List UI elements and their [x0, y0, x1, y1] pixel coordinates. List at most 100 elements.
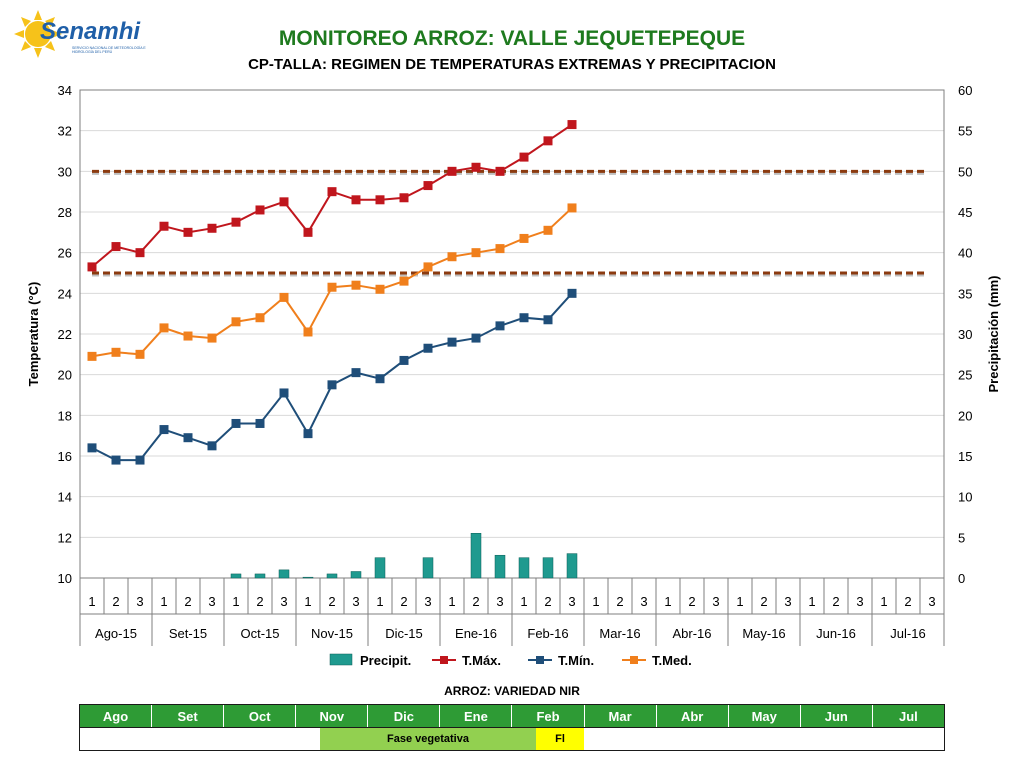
- dekad-label: 3: [568, 594, 575, 609]
- legend-label: T.Mín.: [558, 653, 594, 668]
- month-label: Set-15: [169, 626, 207, 641]
- y2-tick-label: 15: [958, 449, 972, 464]
- y-axis-title: Temperatura (°C): [26, 282, 41, 387]
- series-point-tmx: [279, 197, 289, 207]
- series-point-tmx: [543, 136, 553, 146]
- phenology-month-oct: Oct: [224, 705, 297, 727]
- phenology-months-row: Ago Set Oct Nov Dic Ene Feb Mar Abr May Jun Jul: [79, 704, 945, 728]
- stage-flowering: Fl: [536, 728, 584, 750]
- phenology-month-nov: Nov: [296, 705, 369, 727]
- precip-bar: [302, 576, 314, 579]
- dekad-label: 2: [328, 594, 335, 609]
- series-point-tmx: [375, 195, 385, 205]
- series-point-tmn: [255, 418, 265, 428]
- series-point-tmn: [207, 441, 217, 451]
- series-point-tmed: [183, 331, 193, 341]
- series-point-tmx: [567, 120, 577, 130]
- series-point-tmed: [543, 225, 553, 235]
- series-point-tmn: [279, 388, 289, 398]
- series-point-tmn: [327, 380, 337, 390]
- series-point-tmn: [543, 315, 553, 325]
- logo-text: Senamhi: [40, 18, 141, 45]
- series-point-tmn: [159, 425, 169, 435]
- logo-subtext: Servicio Nacional de Meteorología e Hidr…: [72, 46, 146, 54]
- precip-bar: [278, 569, 290, 579]
- y-tick-label: 28: [58, 205, 72, 220]
- y-tick-label: 30: [58, 164, 72, 179]
- series-point-tmx: [111, 242, 121, 252]
- phenology-title: ARROZ: VARIEDAD NIR: [444, 684, 580, 698]
- month-label: May-16: [742, 626, 785, 641]
- precip-bar: [566, 553, 578, 579]
- series-point-tmn: [471, 333, 481, 343]
- dekad-label: 3: [280, 594, 287, 609]
- series-point-tmed: [111, 347, 121, 357]
- y2-tick-label: 25: [958, 368, 972, 383]
- series-point-tmx: [519, 152, 529, 162]
- dekad-label: 1: [376, 594, 383, 609]
- y-tick-label: 14: [58, 490, 72, 505]
- dekad-label: 3: [712, 594, 719, 609]
- phenology-month-dic: Dic: [368, 705, 441, 727]
- y-tick-label: 12: [58, 530, 72, 545]
- series-point-tmed: [399, 276, 409, 286]
- phenology-month-jul: Jul: [872, 705, 944, 727]
- dekad-label: 2: [400, 594, 407, 609]
- y-tick-label: 32: [58, 124, 72, 139]
- series-point-tmed: [159, 323, 169, 333]
- dekad-label: 2: [760, 594, 767, 609]
- phenology-month-abr: Abr: [656, 705, 729, 727]
- dekad-label: 3: [856, 594, 863, 609]
- senamhi-logo: Senamhi Servicio Nacional de Meteorologí…: [10, 8, 150, 60]
- dekad-label: 2: [616, 594, 623, 609]
- y-tick-label: 34: [58, 83, 72, 98]
- phenology-month-ene: Ene: [440, 705, 513, 727]
- dekad-label: 3: [424, 594, 431, 609]
- precip-bar: [494, 554, 506, 579]
- y2-tick-label: 35: [958, 286, 972, 301]
- series-point-tmed: [303, 327, 313, 337]
- phenology-month-mar: Mar: [584, 705, 657, 727]
- legend-label: T.Máx.: [462, 653, 501, 668]
- dekad-label: 3: [352, 594, 359, 609]
- chart-subtitle: CP-TALLA: REGIMEN DE TEMPERATURAS EXTREM…: [248, 56, 776, 73]
- phenology-month-set: Set: [152, 705, 225, 727]
- y-tick-label: 20: [58, 368, 72, 383]
- series-point-tmn: [495, 321, 505, 331]
- dekad-label: 1: [592, 594, 599, 609]
- series-point-tmn: [567, 288, 577, 298]
- y-tick-label: 22: [58, 327, 72, 342]
- series-point-tmed: [207, 333, 217, 343]
- dekad-label: 2: [472, 594, 479, 609]
- dekad-label: 3: [136, 594, 143, 609]
- month-label: Abr-16: [672, 626, 711, 641]
- legend-marker: [440, 656, 448, 664]
- series-point-tmed: [471, 248, 481, 258]
- series-point-tmx: [255, 205, 265, 215]
- y2-tick-label: 5: [958, 530, 965, 545]
- series-point-tmed: [255, 313, 265, 323]
- series-line-tmn: [91, 292, 573, 462]
- legend-marker: [630, 656, 638, 664]
- temperature-precipitation-chart: 1012141618202224262830323405101520253035…: [26, 83, 1001, 668]
- y2-tick-label: 10: [958, 490, 972, 505]
- y-tick-label: 24: [58, 286, 72, 301]
- series-point-tmx: [399, 193, 409, 203]
- y2-tick-label: 40: [958, 246, 972, 261]
- phenology-stage-row: Fase vegetativa Fl: [79, 728, 945, 751]
- series-point-tmx: [471, 162, 481, 172]
- series-point-tmx: [495, 166, 505, 176]
- month-label: Dic-15: [385, 626, 423, 641]
- y-tick-label: 18: [58, 408, 72, 423]
- dekad-label: 2: [184, 594, 191, 609]
- y-tick-label: 16: [58, 449, 72, 464]
- month-label: Oct-15: [240, 626, 279, 641]
- series-point-tmn: [111, 455, 121, 465]
- series-point-tmn: [375, 374, 385, 384]
- series-point-tmx: [231, 217, 241, 227]
- series-point-tmn: [303, 429, 313, 439]
- series-point-tmed: [279, 292, 289, 302]
- series-point-tmn: [447, 337, 457, 347]
- series-point-tmn: [87, 443, 97, 453]
- series-point-tmn: [231, 418, 241, 428]
